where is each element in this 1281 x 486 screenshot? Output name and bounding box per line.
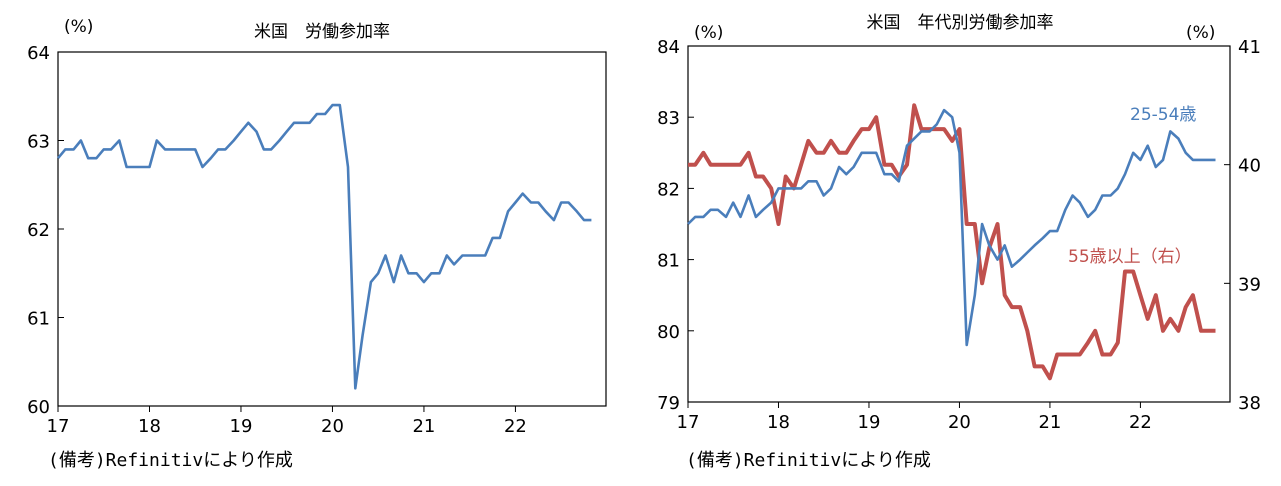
right-chart-title: 米国 年代別労働参加率 [867, 13, 1054, 33]
series-25-54-line [687, 108, 1216, 347]
right-left-y-tick-label: 79 [657, 393, 680, 414]
left-y-tick-label: 63 [27, 132, 50, 153]
right-x-tick-label: 17 [677, 412, 700, 433]
right-y-axis-left: 79 80 81 82 83 84 [657, 37, 694, 414]
left-series-line [56, 103, 592, 390]
right-x-tick-label: 22 [1129, 412, 1152, 433]
right-left-y-tick-label: 83 [657, 108, 680, 129]
left-y-tick-label: 64 [27, 43, 50, 64]
left-source-note: (備考)Refinitivにより作成 [48, 450, 293, 471]
right-left-y-tick-label: 81 [657, 251, 680, 272]
right-source-note: (備考)Refinitivにより作成 [686, 450, 931, 471]
left-x-tick-label: 19 [230, 416, 253, 437]
left-x-tick-label: 17 [47, 416, 70, 437]
right-plot-area [687, 45, 1231, 403]
series-55plus-label: 55歳以上（右） [1068, 247, 1192, 267]
right-left-y-tick-label: 84 [657, 37, 680, 58]
left-x-tick-label: 22 [504, 416, 527, 437]
right-right-y-tick-label: 40 [1238, 156, 1261, 177]
left-x-tick-label: 21 [412, 416, 435, 437]
left-y-unit: (%) [64, 17, 93, 37]
right-y-unit-left: (%) [694, 23, 723, 43]
left-x-tick-label: 20 [321, 416, 344, 437]
right-x-tick-label: 21 [1038, 412, 1061, 433]
left-y-tick-label: 60 [27, 397, 50, 418]
left-chart-title: 米国 労働参加率 [254, 22, 390, 42]
series-25-54-label: 25-54歳 [1130, 105, 1196, 125]
right-y-axis-right: 38 39 40 41 [1224, 37, 1261, 414]
left-x-axis: 17 18 19 20 21 22 [47, 406, 527, 437]
left-y-axis: 60 61 62 63 64 [27, 43, 64, 418]
right-chart: 米国 年代別労働参加率 (%) (%) 79 80 81 82 83 84 38 39 40 4… [657, 13, 1261, 433]
right-x-tick-label: 20 [948, 412, 971, 433]
right-x-tick-label: 19 [858, 412, 881, 433]
right-right-y-tick-label: 39 [1238, 274, 1261, 295]
right-right-y-tick-label: 38 [1238, 393, 1261, 414]
left-x-tick-label: 18 [138, 416, 161, 437]
right-left-y-tick-label: 82 [657, 179, 680, 200]
right-left-y-tick-label: 80 [657, 322, 680, 343]
right-y-unit-right: (%) [1186, 23, 1215, 43]
left-y-tick-label: 62 [27, 220, 50, 241]
left-chart: 米国 労働参加率 (%) 60 61 62 63 64 17 18 19 20 21 22 [27, 17, 607, 437]
left-y-tick-label: 61 [27, 309, 50, 330]
right-right-y-tick-label: 41 [1238, 37, 1261, 58]
series-55plus-line [688, 103, 1216, 381]
right-x-axis: 17 18 19 20 21 22 [677, 402, 1152, 433]
right-x-tick-label: 18 [767, 412, 790, 433]
